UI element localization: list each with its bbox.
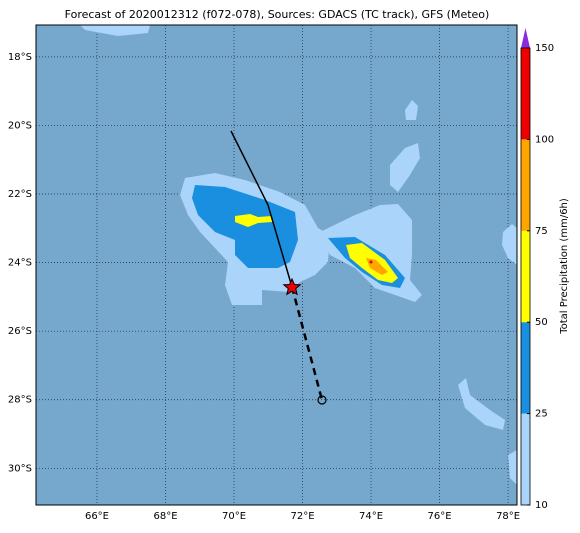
colorbar-bin	[521, 322, 530, 414]
colorbar-tick-label: 75	[535, 226, 548, 237]
lon-tick-label: 66°E	[85, 511, 109, 522]
tc-track	[230, 130, 327, 405]
colorbar-bin	[521, 230, 530, 323]
colorbar-bin	[521, 413, 530, 505]
map-frame	[35, 24, 518, 506]
lat-tick-label: 26°S	[8, 326, 32, 337]
lon-tick-label: 68°E	[153, 511, 177, 522]
colorbar-bin	[521, 48, 530, 140]
lon-tick-label: 78°E	[496, 511, 520, 522]
colorbar-tick-label: 100	[535, 134, 554, 145]
lat-tick-label: 18°S	[8, 52, 32, 63]
lon-tick-label: 74°E	[359, 511, 383, 522]
colorbar-label: Total Precipitation (mm/6h)	[559, 198, 570, 335]
lat-tick-label: 28°S	[8, 395, 32, 406]
colorbar-tick-label: 50	[535, 317, 548, 328]
lon-tick-label: 70°E	[222, 511, 246, 522]
lat-tick-label: 20°S	[8, 120, 32, 131]
lat-tick-label: 30°S	[8, 463, 32, 474]
title: Forecast of 2020012312 (f072-078), Sourc…	[65, 8, 490, 21]
colorbar-bin	[521, 139, 530, 231]
lon-tick-label: 72°E	[291, 511, 315, 522]
colorbar-tick-label: 150	[535, 43, 554, 54]
colorbar-tick-label: 10	[535, 500, 548, 511]
lat-tick-label: 24°S	[8, 258, 32, 269]
lon-tick-label: 76°E	[428, 511, 452, 522]
lat-tick-label: 22°S	[8, 189, 32, 200]
colorbar-frame	[520, 47, 531, 506]
precipitation	[80, 25, 517, 485]
colorbar-tick-label: 25	[535, 409, 548, 420]
colorbar-extend	[521, 28, 530, 48]
